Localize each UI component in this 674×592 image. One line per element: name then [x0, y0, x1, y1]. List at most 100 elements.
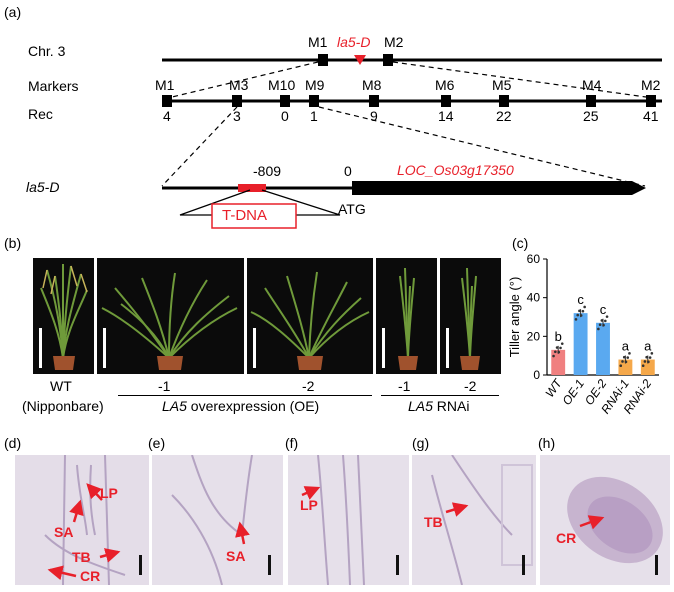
marker-label: M8	[362, 77, 382, 93]
plant-oe1	[101, 272, 238, 370]
micrograph-f	[288, 455, 409, 585]
data-point	[628, 352, 631, 355]
panel-label-h: (h)	[538, 435, 556, 451]
data-point	[559, 346, 562, 350]
scale-bar	[655, 555, 658, 575]
annotation-sa: SA	[226, 548, 246, 564]
micrograph-g	[412, 455, 536, 585]
tdna-box	[211, 203, 297, 229]
annotation-sa: SA	[54, 524, 74, 540]
marker-label: M5	[492, 77, 512, 93]
plant-rnai1	[398, 267, 418, 370]
gene-label: la5-D	[26, 179, 60, 195]
locus-label: LOC_Os03g17350	[397, 162, 514, 178]
data-point	[555, 346, 559, 349]
data-point	[579, 314, 583, 317]
y-tick-label: 40	[527, 291, 541, 305]
rnai2-label: -2	[464, 378, 477, 394]
markers-label: Markers	[28, 78, 79, 94]
y-tick-label: 60	[527, 252, 541, 266]
data-point	[576, 313, 580, 317]
y-tick-label: 20	[527, 329, 541, 343]
annotation-lp: LP	[300, 497, 318, 513]
panel-label-g: (g)	[412, 435, 430, 451]
oe1-label: -1	[158, 378, 171, 394]
panel-label-e: (e)	[148, 435, 166, 451]
top-marker-m1: M1	[308, 34, 328, 50]
photo-wt	[33, 258, 94, 374]
scale-bar	[139, 555, 142, 575]
panel-label-b: (b)	[4, 235, 22, 251]
tdna-label: T-DNA	[222, 207, 267, 224]
data-point	[647, 360, 650, 364]
marker-m9	[309, 95, 319, 107]
rnai1-label: -1	[398, 378, 411, 394]
atg-label: ATG	[338, 201, 366, 217]
annotation-tb: TB	[424, 514, 443, 530]
bar	[640, 359, 655, 375]
significance-letter: b	[555, 329, 562, 344]
fine-markers	[162, 95, 656, 107]
chr-label: Chr. 3	[28, 43, 66, 59]
data-point	[560, 342, 564, 345]
top-marker-la5d: la5-D	[337, 34, 371, 50]
scale-bar	[39, 328, 42, 368]
plant-rnai2	[460, 267, 480, 370]
scale-bar	[268, 555, 271, 575]
panel-label-a: (a)	[4, 4, 22, 20]
data-point	[650, 352, 654, 355]
oe2-label: -2	[302, 378, 315, 394]
data-point	[605, 315, 609, 318]
marker-m10	[280, 95, 290, 107]
position-zero: 0	[344, 163, 352, 179]
data-point	[597, 327, 600, 331]
rec-value: 25	[583, 108, 599, 124]
marker-label: M10	[268, 77, 296, 93]
annotation-arrows	[47, 483, 605, 581]
photo-oe1	[97, 258, 244, 374]
bar	[618, 359, 633, 375]
marker-label: M9	[305, 77, 325, 93]
gene-arrow	[352, 181, 646, 195]
plant-oe2	[250, 271, 370, 370]
data-point	[622, 355, 626, 359]
rec-value: 1	[310, 108, 318, 124]
scale-bar	[396, 555, 399, 575]
rec-label: Rec	[28, 106, 53, 122]
oe-underline	[118, 395, 372, 396]
marker-m2	[646, 95, 656, 107]
rec-value: 3	[233, 108, 241, 124]
data-point	[643, 360, 647, 363]
scale-bar	[446, 328, 449, 368]
scale-bar	[382, 328, 385, 368]
data-point	[574, 318, 578, 321]
bar	[573, 313, 588, 375]
wt-label: WT	[50, 378, 72, 394]
y-tick-label: 0	[533, 368, 540, 382]
plant-wt	[40, 264, 88, 370]
marker-m6	[441, 95, 451, 107]
photo-rnai2	[440, 258, 501, 374]
la5d-triangle	[354, 55, 366, 65]
rec-value: 22	[496, 108, 512, 124]
marker-label: M6	[435, 77, 455, 93]
significance-letter: c	[600, 302, 607, 317]
data-point	[602, 323, 605, 327]
oe-caption: LA5 overexpression (OE)	[162, 398, 320, 414]
x-tick-label: OE-1	[560, 377, 588, 408]
scale-bar	[253, 328, 256, 368]
y-axis-label: Tiller angle (°)	[507, 277, 522, 358]
tdna-insertion-site	[238, 184, 266, 192]
bar	[596, 322, 610, 375]
data-point	[648, 356, 652, 359]
micrograph-d	[15, 455, 149, 585]
data-point	[598, 323, 602, 327]
rec-value: 14	[438, 108, 454, 124]
data-point	[645, 355, 648, 359]
scale-bar	[103, 328, 106, 368]
marker-m8	[369, 95, 379, 107]
significance-letter: a	[622, 339, 630, 354]
data-point	[621, 360, 624, 363]
wt-sub-label: (Nipponbare)	[22, 398, 104, 414]
genetic-map	[161, 54, 662, 229]
